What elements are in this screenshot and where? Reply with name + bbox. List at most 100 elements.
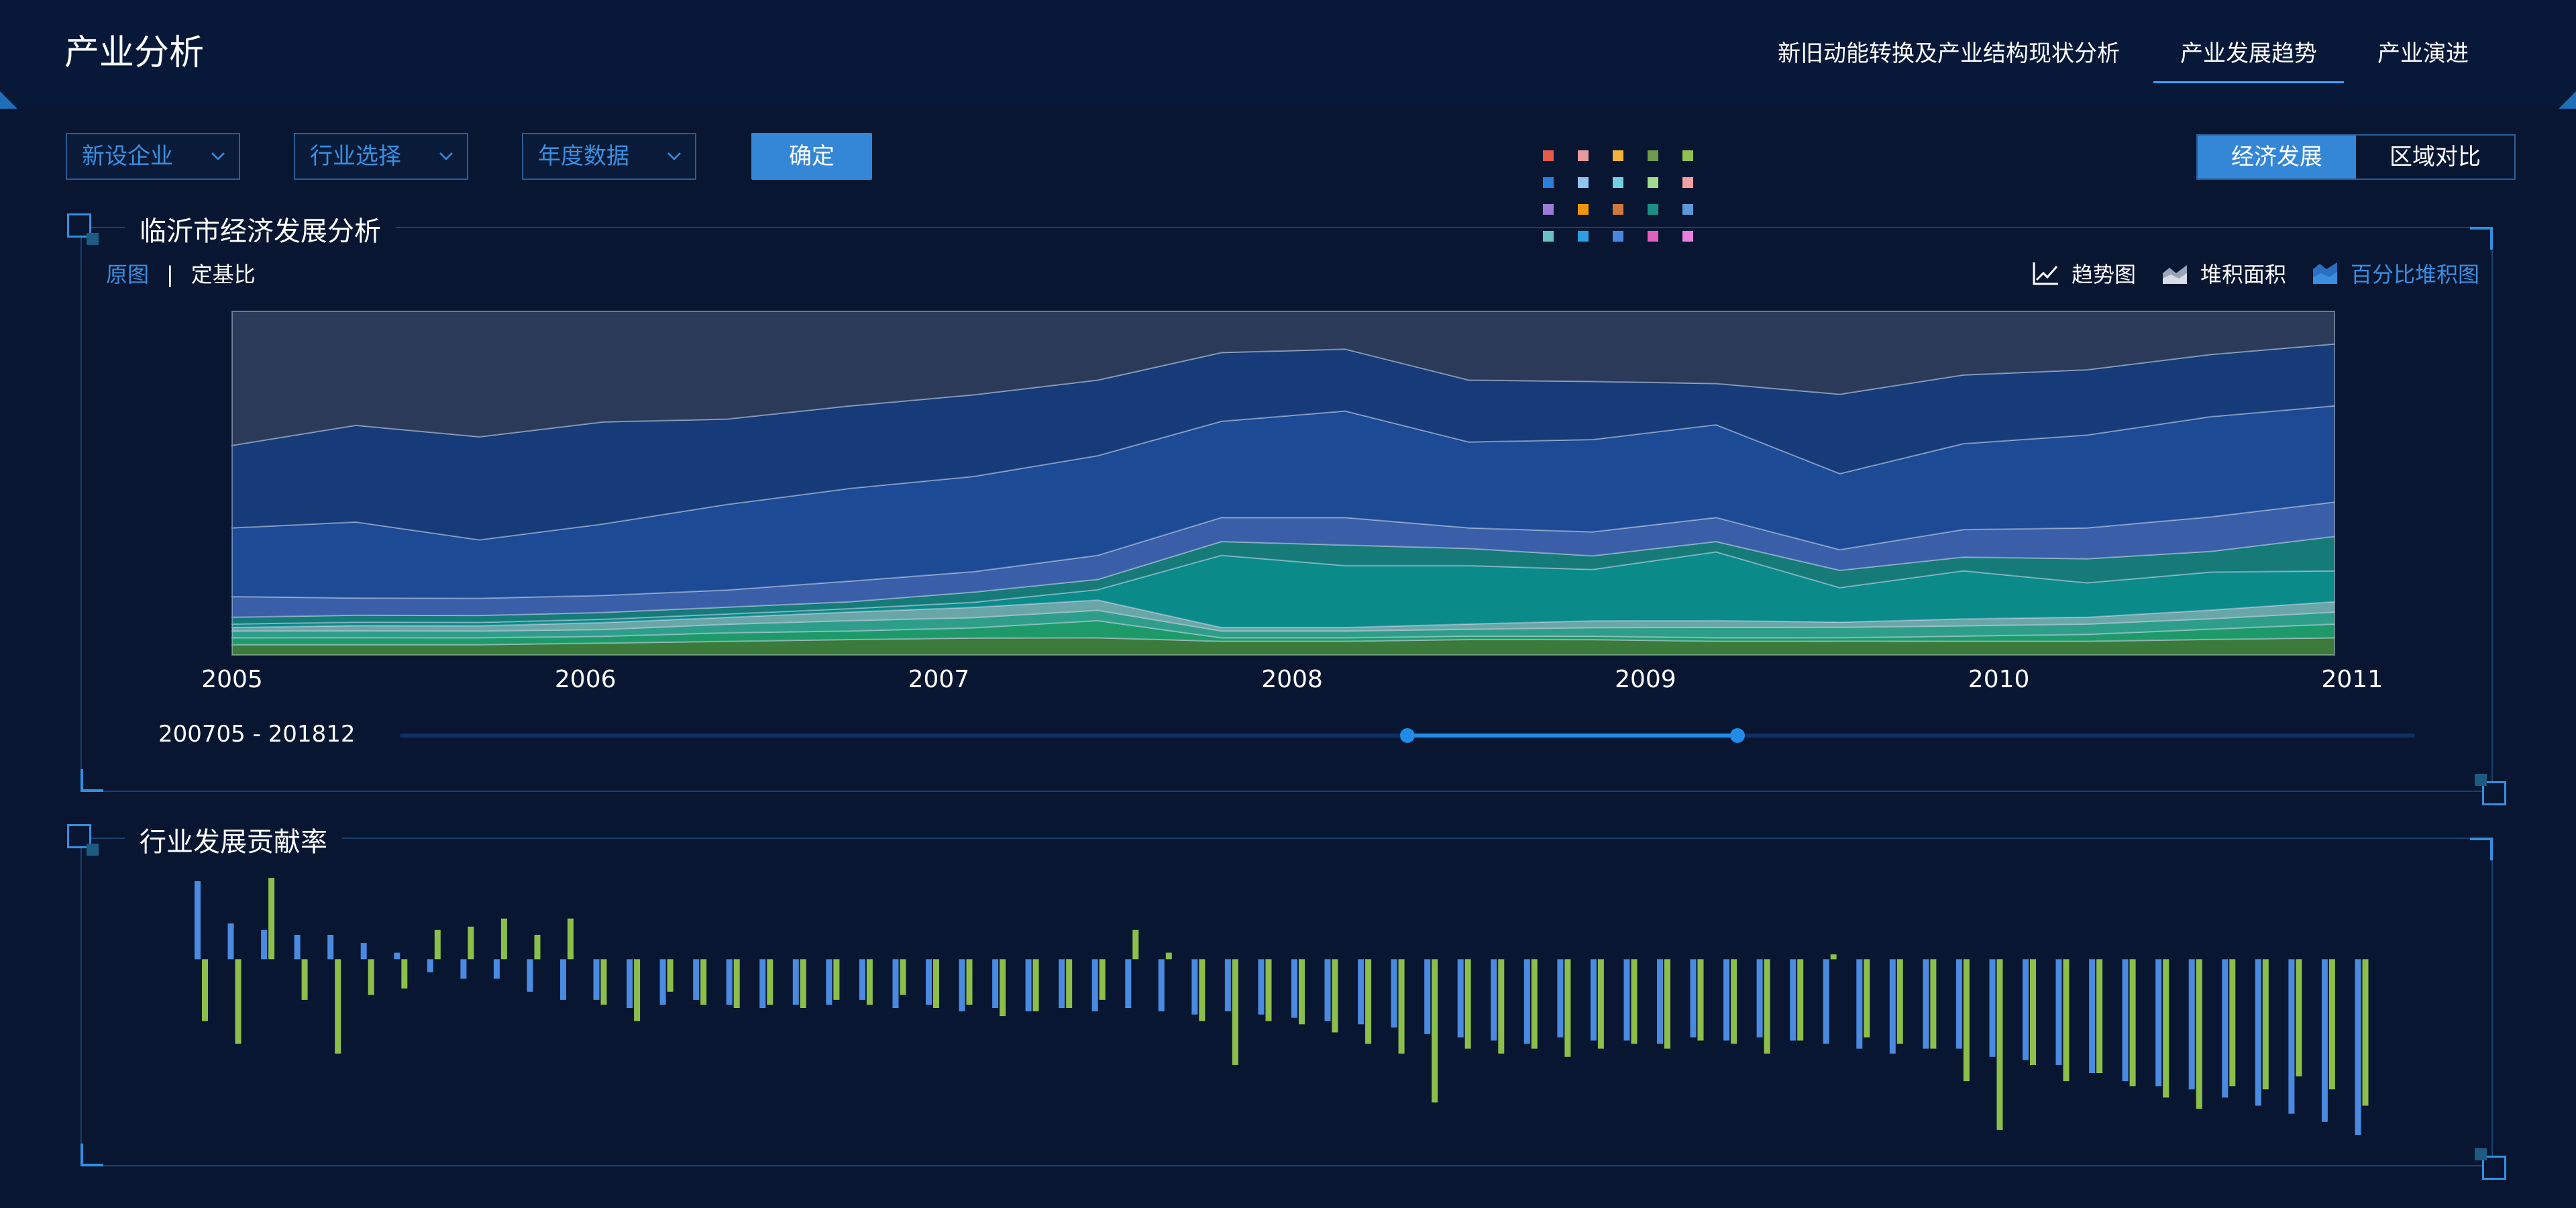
contribution-bar[interactable] bbox=[634, 959, 641, 1021]
contribution-bar[interactable] bbox=[195, 881, 201, 960]
contribution-bar[interactable] bbox=[992, 959, 999, 1008]
contribution-bar[interactable] bbox=[427, 959, 433, 972]
contribution-bar[interactable] bbox=[1365, 959, 1372, 1044]
contribution-bar[interactable] bbox=[1491, 959, 1497, 1041]
contribution-bar[interactable] bbox=[693, 959, 700, 1000]
contribution-bar[interactable] bbox=[700, 959, 707, 1005]
contribution-bar[interactable] bbox=[534, 935, 541, 960]
contribution-bar[interactable] bbox=[2328, 959, 2335, 1090]
contribution-bar[interactable] bbox=[2122, 959, 2129, 1082]
contribution-bar[interactable] bbox=[227, 923, 234, 960]
contribution-bar[interactable] bbox=[368, 959, 374, 995]
contribution-bar[interactable] bbox=[1391, 959, 1397, 1028]
view-fixed-base-link[interactable]: 定基比 bbox=[191, 262, 256, 287]
legend-color-swatch[interactable] bbox=[1613, 150, 1623, 161]
contribution-bar[interactable] bbox=[1125, 959, 1132, 1008]
contribution-bar[interactable] bbox=[866, 959, 873, 1005]
legend-color-swatch[interactable] bbox=[1578, 231, 1589, 242]
contribution-bar[interactable] bbox=[2288, 959, 2295, 1114]
contribution-bar[interactable] bbox=[1996, 959, 2003, 1130]
contribution-bar[interactable] bbox=[1432, 959, 1438, 1103]
contribution-bar[interactable] bbox=[1191, 959, 1198, 1015]
contribution-bar[interactable] bbox=[1590, 959, 1597, 1041]
contribution-bar[interactable] bbox=[767, 959, 773, 1005]
legend-color-swatch[interactable] bbox=[1648, 150, 1658, 161]
contribution-bar[interactable] bbox=[2262, 959, 2269, 1090]
contribution-bar[interactable] bbox=[1424, 959, 1431, 1034]
contribution-bar[interactable] bbox=[667, 959, 674, 992]
contribution-bar[interactable] bbox=[261, 929, 268, 960]
contribution-bar[interactable] bbox=[394, 952, 400, 960]
contribution-bar[interactable] bbox=[2222, 959, 2229, 1098]
contribution-bar[interactable] bbox=[2321, 959, 2328, 1122]
contribution-bar[interactable] bbox=[659, 959, 666, 1005]
select-industry[interactable]: 行业选择 bbox=[294, 133, 468, 180]
contribution-bar[interactable] bbox=[335, 959, 341, 1054]
contribution-bar[interactable] bbox=[1856, 959, 1863, 1049]
legend-color-swatch[interactable] bbox=[1578, 177, 1589, 188]
contribution-bar[interactable] bbox=[1059, 959, 1065, 1008]
contribution-bar[interactable] bbox=[235, 959, 241, 1044]
contribution-bar[interactable] bbox=[460, 959, 467, 979]
contribution-bar[interactable] bbox=[1930, 959, 1937, 1049]
contribution-bar[interactable] bbox=[2355, 959, 2361, 1136]
legend-color-swatch[interactable] bbox=[1613, 231, 1623, 242]
contribution-bar[interactable] bbox=[2229, 959, 2236, 1087]
contribution-bar[interactable] bbox=[1731, 959, 1737, 1044]
legend-color-swatch[interactable] bbox=[1543, 150, 1554, 161]
contribution-bar[interactable] bbox=[1790, 959, 1796, 1041]
contribution-bar[interactable] bbox=[2155, 959, 2162, 1087]
contribution-bar[interactable] bbox=[1697, 959, 1704, 1041]
contribution-bar[interactable] bbox=[1332, 959, 1338, 1033]
contribution-bar[interactable] bbox=[527, 959, 533, 992]
contribution-bar[interactable] bbox=[1523, 959, 1530, 1044]
contribution-bar[interactable] bbox=[1664, 959, 1670, 1049]
legend-color-swatch[interactable] bbox=[1613, 204, 1623, 215]
contribution-bar[interactable] bbox=[1199, 959, 1205, 1021]
contribution-bar[interactable] bbox=[2188, 959, 2195, 1090]
contribution-bar[interactable] bbox=[500, 918, 507, 960]
contribution-bar[interactable] bbox=[1864, 959, 1870, 1038]
contribution-bar[interactable] bbox=[2096, 959, 2103, 1073]
contribution-bar[interactable] bbox=[593, 959, 600, 1000]
contribution-bar[interactable] bbox=[759, 959, 766, 1008]
legend-color-swatch[interactable] bbox=[1648, 204, 1658, 215]
contribution-bar[interactable] bbox=[1232, 959, 1238, 1065]
contribution-bar[interactable] bbox=[1224, 959, 1231, 1011]
contribution-bar[interactable] bbox=[1291, 959, 1297, 1018]
contribution-bar[interactable] bbox=[826, 959, 833, 1005]
contribution-bar[interactable] bbox=[2030, 959, 2036, 1065]
contribution-bar[interactable] bbox=[2129, 959, 2136, 1087]
contribution-bar[interactable] bbox=[1690, 959, 1697, 1038]
contribution-bar[interactable] bbox=[1498, 959, 1505, 1054]
contribution-bar[interactable] bbox=[2255, 959, 2261, 1106]
contribution-bar[interactable] bbox=[468, 926, 474, 960]
contribution-bar[interactable] bbox=[792, 959, 799, 1005]
contribution-bar[interactable] bbox=[1258, 959, 1265, 1015]
contribution-bar[interactable] bbox=[1623, 959, 1630, 1041]
contribution-bar[interactable] bbox=[1091, 959, 1098, 1011]
contribution-bar[interactable] bbox=[568, 918, 574, 960]
confirm-button[interactable]: 确定 bbox=[751, 133, 872, 180]
legend-color-swatch[interactable] bbox=[1682, 204, 1693, 215]
legend-color-swatch[interactable] bbox=[1578, 150, 1589, 161]
legend-color-swatch[interactable] bbox=[1543, 177, 1554, 188]
contribution-bar[interactable] bbox=[933, 959, 939, 1008]
contribution-bar[interactable] bbox=[1457, 959, 1464, 1038]
contribution-bar[interactable] bbox=[1531, 959, 1538, 1049]
contribution-bar[interactable] bbox=[301, 959, 308, 1000]
contribution-bar[interactable] bbox=[726, 959, 733, 1005]
legend-color-swatch[interactable] bbox=[1543, 204, 1554, 215]
contribution-bar[interactable] bbox=[733, 959, 740, 1008]
contribution-bar[interactable] bbox=[926, 959, 932, 1005]
contribution-bar[interactable] bbox=[2196, 959, 2202, 1109]
contribution-bar[interactable] bbox=[892, 959, 899, 1008]
contribution-bar[interactable] bbox=[1631, 959, 1638, 1044]
mode-economic-button[interactable]: 经济发展 bbox=[2198, 136, 2356, 179]
contribution-bar[interactable] bbox=[627, 959, 633, 1008]
contribution-bar[interactable] bbox=[1132, 929, 1139, 960]
view-original-link[interactable]: 原图 bbox=[106, 262, 150, 287]
slider-end-handle[interactable] bbox=[1730, 728, 1745, 743]
contribution-bar[interactable] bbox=[268, 878, 275, 960]
contribution-bar[interactable] bbox=[2023, 959, 2029, 1060]
